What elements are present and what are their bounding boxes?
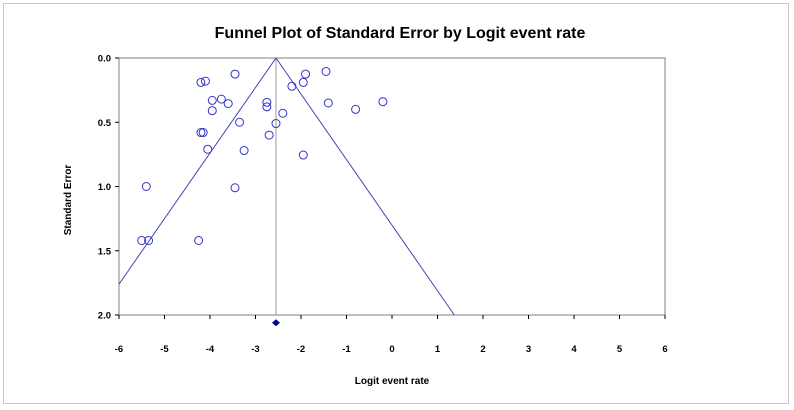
- y-tick-label: 0.5: [98, 118, 112, 129]
- data-point: [203, 144, 213, 154]
- funnel-right-line: [275, 57, 455, 316]
- data-point: [278, 108, 288, 118]
- data-point: [321, 66, 331, 76]
- data-point: [230, 183, 240, 193]
- data-point: [198, 128, 208, 138]
- x-tick-label: -2: [297, 344, 305, 355]
- data-point: [200, 76, 210, 86]
- x-tick-label: -1: [342, 344, 351, 355]
- data-point: [216, 94, 226, 104]
- data-point: [298, 77, 308, 87]
- data-point: [271, 119, 281, 129]
- y-tick-label: 1.5: [98, 246, 112, 257]
- data-point: [207, 95, 217, 105]
- data-point: [196, 128, 206, 138]
- data-point: [262, 97, 272, 107]
- data-point: [323, 98, 333, 108]
- data-point: [264, 130, 274, 140]
- data-point: [194, 235, 204, 245]
- x-tick-label: -6: [115, 344, 123, 355]
- data-point: [287, 81, 297, 91]
- y-tick-label: 0.0: [98, 54, 111, 65]
- x-tick-label: -5: [160, 344, 169, 355]
- data-point: [235, 117, 245, 127]
- data-point: [378, 97, 388, 107]
- data-point: [144, 235, 154, 245]
- x-axis-label: Logit event rate: [355, 376, 430, 387]
- plot-area: [118, 57, 666, 316]
- y-tick-label: 2.0: [98, 311, 111, 322]
- x-tick-label: 4: [571, 344, 577, 355]
- chart-title: Funnel Plot of Standard Error by Logit e…: [215, 25, 586, 42]
- funnel-left-line: [118, 57, 277, 285]
- x-tick-label: 1: [435, 344, 441, 355]
- data-point: [301, 69, 311, 79]
- y-axis-label: Standard Error: [63, 165, 74, 236]
- x-tick-label: 3: [526, 344, 531, 355]
- x-tick-label: 6: [662, 344, 667, 355]
- data-point: [351, 104, 361, 114]
- x-tick-label: 0: [389, 344, 394, 355]
- data-point: [137, 235, 147, 245]
- data-point: [207, 106, 217, 116]
- data-point: [223, 99, 233, 109]
- summary-diamond: [271, 319, 280, 327]
- data-point: [196, 77, 206, 87]
- x-tick-label: -4: [206, 344, 215, 355]
- x-tick-label: 2: [480, 344, 485, 355]
- y-tick-label: 1.0: [98, 182, 111, 193]
- data-point: [262, 102, 272, 112]
- x-tick-label: 5: [617, 344, 623, 355]
- data-point: [141, 182, 151, 191]
- x-tick-label: -3: [251, 344, 259, 355]
- data-point: [298, 150, 308, 160]
- data-point: [230, 69, 240, 79]
- data-point: [239, 146, 249, 156]
